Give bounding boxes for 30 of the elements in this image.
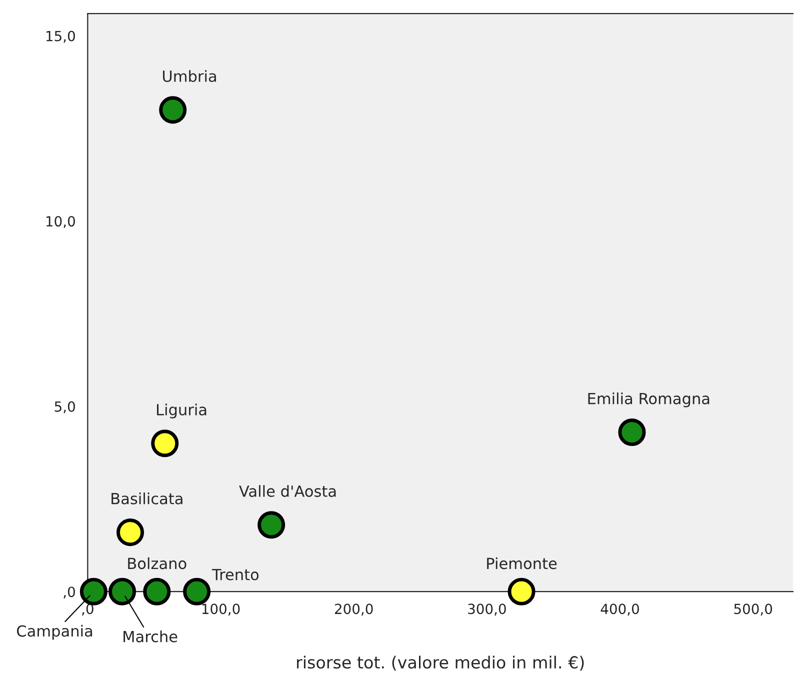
x-tick-label: 400,0 <box>600 604 639 616</box>
x-tick-label: 200,0 <box>334 604 373 616</box>
point <box>618 418 646 446</box>
point <box>159 96 187 124</box>
point <box>116 518 144 546</box>
x-axis-title: risorse tot. (valore medio in mil. €) <box>297 656 584 671</box>
point <box>183 578 211 606</box>
x-tick-label: 100,0 <box>202 604 240 616</box>
annotation: Umbria <box>163 70 216 82</box>
y-tick-label: 5,0 <box>54 401 75 414</box>
y-tick-label: 15,0 <box>46 30 75 43</box>
point <box>80 578 108 606</box>
annotation: Valle d'Aosta <box>239 485 336 497</box>
point <box>151 430 179 458</box>
y-tick-label: 10,0 <box>46 216 75 228</box>
y-tick-label: ,0 <box>64 586 75 598</box>
point <box>258 511 286 539</box>
point <box>508 578 536 606</box>
point <box>143 578 171 606</box>
x-tick-label: 500,0 <box>734 604 772 616</box>
annotation: Liguria <box>157 404 206 418</box>
annotation: Marche <box>124 630 178 642</box>
annotation: Emilia Romagna <box>588 392 710 408</box>
annotation: Campania <box>16 624 92 640</box>
x-tick-label: 300,0 <box>468 604 506 616</box>
point <box>108 578 136 606</box>
annotation: Trento <box>212 568 259 580</box>
annotation: Bolzano <box>128 557 186 570</box>
annotation: Basilicata <box>112 492 182 504</box>
annotation: Piemonte <box>487 557 557 570</box>
